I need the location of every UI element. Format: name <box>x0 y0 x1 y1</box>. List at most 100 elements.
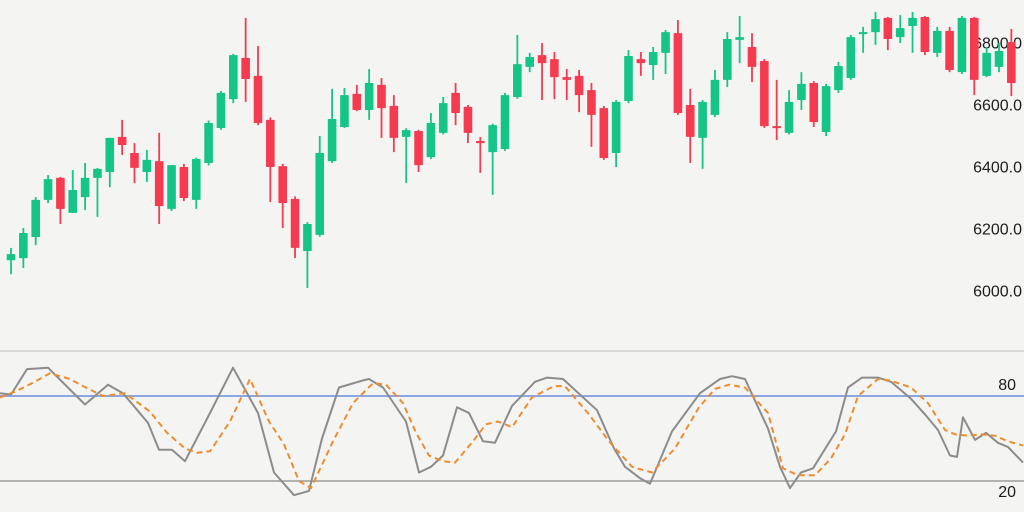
candle-body <box>19 233 28 259</box>
candle-body <box>377 84 386 109</box>
candle-body <box>266 119 275 167</box>
candle-body <box>661 32 670 53</box>
candle-body <box>772 126 781 129</box>
candle-body <box>352 93 362 110</box>
candle-body <box>624 56 633 101</box>
candle-body <box>994 51 1004 67</box>
candle-body <box>685 105 695 137</box>
candle-body <box>587 90 596 115</box>
candle-body <box>500 95 510 150</box>
candle-body <box>438 103 448 133</box>
candle-body <box>895 28 905 38</box>
candle-wick <box>639 51 642 76</box>
candle-wick <box>565 69 568 101</box>
candle-wick <box>405 128 408 184</box>
candle-body <box>945 30 954 70</box>
candle-body <box>142 159 152 172</box>
candle-body <box>648 51 658 66</box>
candle-body <box>56 177 65 209</box>
candle-body <box>31 199 40 238</box>
oscillator-level-label-80: 80 <box>998 377 1016 394</box>
candle-wick <box>479 136 482 173</box>
candle-body <box>6 254 16 261</box>
candle-body <box>784 101 794 133</box>
candle-body <box>130 153 139 168</box>
candle-wick <box>96 167 99 217</box>
candle-body <box>970 17 979 80</box>
candle-body <box>43 179 53 200</box>
candle-body <box>920 16 930 52</box>
candle-body <box>253 75 263 123</box>
candle-body <box>179 167 189 198</box>
candle-body <box>834 65 843 91</box>
candle-body <box>698 101 707 138</box>
candle-body <box>68 189 78 213</box>
candle-body <box>414 131 423 166</box>
candle-body <box>821 86 831 132</box>
candle-body <box>426 122 436 158</box>
oscillator-level-label-20: 20 <box>998 484 1016 501</box>
candle-body <box>932 30 942 53</box>
candle-wick <box>862 26 865 53</box>
candle-body <box>562 77 572 80</box>
candle-body <box>747 47 757 67</box>
candle-body <box>488 125 497 153</box>
candle-body <box>760 60 769 127</box>
candle-body <box>513 64 522 97</box>
candle-body <box>303 224 312 252</box>
price-axis-label: 6000.0 <box>973 284 1022 301</box>
candle-wick <box>306 222 309 288</box>
candle-wick <box>491 123 494 195</box>
candle-body <box>389 105 399 138</box>
candle-body <box>846 37 856 79</box>
candle-wick <box>775 79 778 141</box>
candle-body <box>871 19 880 33</box>
candle-body <box>735 37 744 40</box>
candle-body <box>611 101 621 154</box>
candle-body <box>278 166 287 203</box>
price-axis-label: 6400.0 <box>973 160 1022 177</box>
candle-body <box>154 161 164 207</box>
price-axis-label: 6200.0 <box>973 222 1022 239</box>
price-axis-label: 6600.0 <box>973 98 1022 115</box>
candle-body <box>858 32 868 35</box>
candle-body <box>315 153 325 235</box>
candle-body <box>723 38 732 80</box>
candle-body <box>574 75 584 96</box>
candle-body <box>204 122 213 163</box>
candle-body <box>105 137 115 172</box>
candle-body <box>241 57 250 79</box>
candle-body <box>340 95 349 128</box>
candle-wick <box>541 43 543 101</box>
candle-body <box>80 177 90 198</box>
candle-body <box>290 198 300 248</box>
candle-body <box>537 55 547 64</box>
candle-body <box>191 158 201 200</box>
candle-body <box>982 52 991 76</box>
candle-body <box>673 33 683 114</box>
candle-body <box>797 83 806 101</box>
candle-body <box>93 168 102 178</box>
stochastic-k-line <box>0 366 1024 497</box>
candle-body <box>636 59 646 64</box>
candle-body <box>550 59 559 78</box>
candle-body <box>525 56 534 67</box>
candle-body <box>908 17 917 26</box>
stochastic-d-line <box>0 372 1024 490</box>
candle-wick <box>10 247 12 275</box>
candle-body <box>167 165 176 209</box>
candle-body <box>216 92 226 128</box>
candle-body <box>599 108 609 159</box>
candle-body <box>883 17 893 39</box>
candle-body <box>1007 42 1016 83</box>
candle-body <box>710 79 720 115</box>
candle-body <box>957 17 967 73</box>
candle-body <box>364 82 374 110</box>
candle-wick <box>911 12 914 53</box>
candle-body <box>451 92 460 114</box>
candle-body <box>476 140 485 144</box>
candle-body <box>229 55 238 100</box>
candle-body <box>401 130 411 137</box>
